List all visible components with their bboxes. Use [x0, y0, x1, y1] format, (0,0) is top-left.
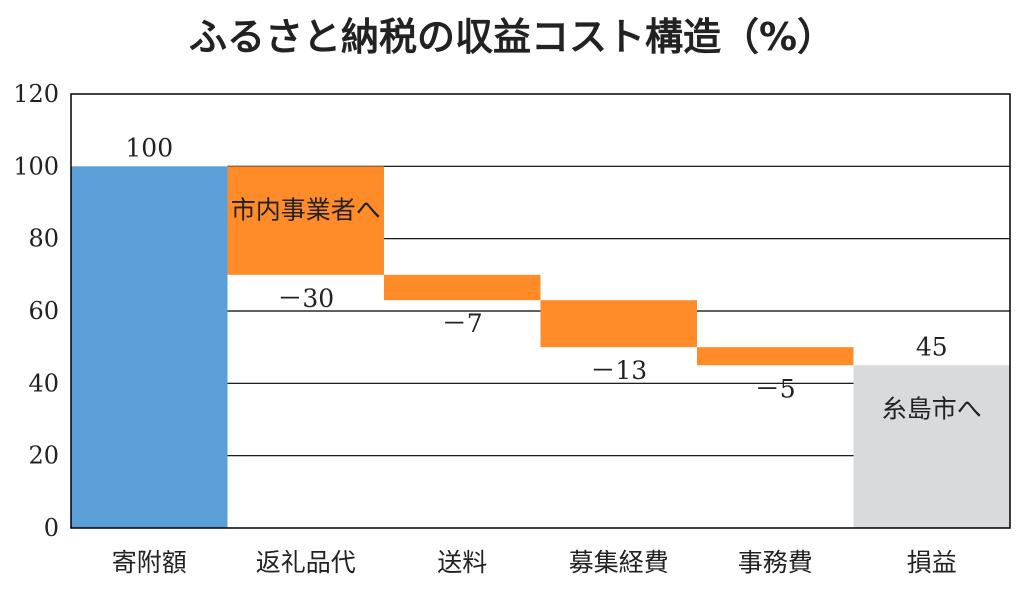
x-tick-label: 返礼品代 [256, 548, 356, 577]
y-tick-label: 60 [28, 297, 59, 325]
bar [71, 166, 228, 529]
data-label: 100 [125, 133, 173, 162]
bar [697, 347, 854, 366]
y-tick-label: 80 [28, 225, 59, 253]
bar-annotation: 市内事業者へ [231, 195, 381, 224]
y-tick-label: 20 [28, 442, 59, 470]
x-tick-label: 送料 [437, 548, 487, 577]
plot-frame [70, 93, 1011, 529]
y-tick-label: 40 [28, 369, 59, 397]
y-tick-label: 0 [44, 514, 59, 542]
bar-annotation: 糸島市へ [882, 394, 982, 423]
bar [540, 300, 697, 348]
bar [853, 365, 1010, 528]
x-tick-label: 損益 [907, 548, 957, 577]
y-tick-label: 100 [13, 152, 59, 180]
x-tick-label: 事務費 [738, 548, 813, 577]
data-label: 45 [916, 332, 948, 361]
labels: 0 20 40 60 80 100 120 寄附額 100 返礼品代 －30 送料 －7 募集経費 －13 事… [13, 80, 982, 577]
y-tick-label: 120 [13, 80, 59, 108]
chart-title: ふるさと納税の収益コスト構造（%） [189, 15, 835, 59]
x-tick-label: 募集経費 [569, 548, 669, 577]
data-label: －7 [442, 309, 483, 338]
data-label: －30 [277, 284, 334, 313]
data-label: －13 [590, 356, 647, 385]
bar [227, 166, 384, 275]
bar [384, 274, 541, 301]
data-label: －5 [755, 374, 796, 403]
x-tick-label: 寄附額 [112, 548, 187, 577]
bars [71, 166, 1010, 529]
